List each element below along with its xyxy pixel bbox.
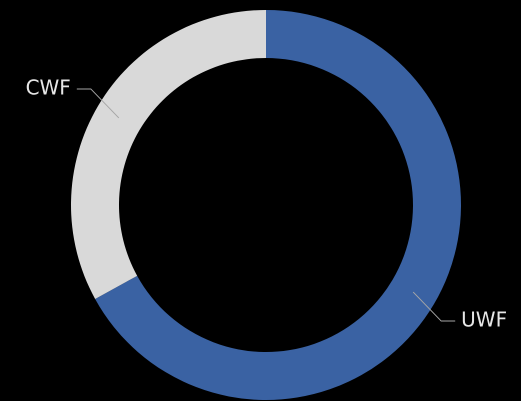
segment-label: UWF [461,308,507,332]
leader-line [76,88,120,119]
leader-line [412,291,456,322]
segment-label: CWF [26,75,71,99]
donut-segment [71,10,266,299]
